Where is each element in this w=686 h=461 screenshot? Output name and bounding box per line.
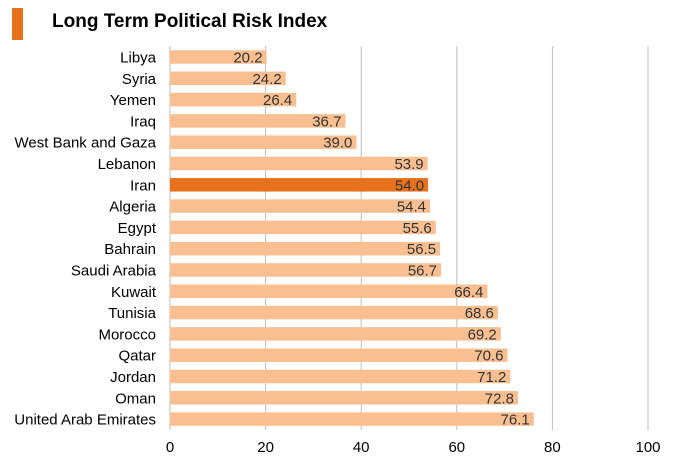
category-label: United Arab Emirates	[14, 412, 156, 429]
x-tick-label: 80	[544, 439, 561, 456]
bar	[170, 241, 441, 256]
value-label: 72.8	[485, 390, 514, 407]
value-label: 55.6	[403, 220, 432, 237]
category-label: Jordan	[110, 369, 156, 386]
x-tick-label: 20	[257, 439, 274, 456]
bar	[170, 369, 511, 384]
value-label: 70.6	[474, 348, 503, 365]
bars: 20.2 24.2 26.4 36.7 39.0 53.9 54.0 54.4 55.6 56.5…	[170, 50, 534, 429]
bar	[170, 348, 508, 362]
category-label: West Bank and Gaza	[15, 135, 157, 152]
x-tick-label: 40	[353, 439, 370, 456]
value-label: 24.2	[252, 71, 281, 88]
x-tick-label: 60	[448, 439, 465, 456]
bar	[170, 156, 428, 171]
value-label: 54.0	[395, 177, 424, 194]
category-label: Yemen	[110, 92, 156, 109]
value-label: 36.7	[312, 113, 341, 130]
value-label: 76.1	[501, 412, 530, 429]
gridlines	[169, 46, 649, 430]
chart-title: Long Term Political Risk Index	[52, 11, 328, 32]
category-label: Oman	[115, 390, 156, 407]
bar	[170, 178, 429, 192]
bar	[170, 114, 346, 128]
value-label: 66.4	[454, 284, 483, 301]
value-label: 56.7	[408, 263, 437, 280]
value-label: 71.2	[477, 369, 506, 386]
bar	[170, 50, 267, 64]
bar	[170, 71, 286, 86]
value-label: 54.4	[397, 199, 426, 216]
value-label: 56.5	[407, 241, 436, 258]
bar	[170, 412, 534, 426]
category-label: Libya	[120, 50, 157, 67]
value-label: 69.2	[468, 326, 497, 343]
bar	[170, 92, 297, 107]
value-label: 39.0	[323, 135, 352, 152]
category-label: Egypt	[118, 220, 157, 237]
value-label: 26.4	[263, 92, 292, 109]
bar	[170, 305, 498, 320]
category-label: Syria	[122, 71, 157, 88]
category-label: Morocco	[98, 326, 156, 343]
category-label: Kuwait	[111, 284, 157, 301]
x-tick-labels: 0 20 40 60 80 100	[166, 439, 661, 456]
value-label: 20.2	[233, 50, 262, 67]
bar	[170, 284, 488, 299]
x-tick-label: 100	[635, 439, 660, 456]
bar	[170, 263, 442, 277]
category-labels: Libya Syria Yemen Iraq West Bank and Gaza Leb…	[14, 50, 157, 429]
category-label: Lebanon	[98, 156, 156, 173]
x-tick-label: 0	[166, 439, 174, 456]
category-label: Iraq	[130, 113, 156, 130]
bar	[170, 199, 431, 213]
bar	[170, 327, 501, 341]
category-label: Tunisia	[108, 305, 156, 322]
value-label: 68.6	[465, 305, 494, 322]
category-label: Bahrain	[104, 241, 156, 258]
bar	[170, 135, 357, 149]
value-label: 53.9	[394, 156, 423, 173]
category-label: Algeria	[109, 199, 156, 216]
category-label: Iran	[130, 177, 156, 194]
bar	[170, 391, 518, 405]
bar	[170, 220, 436, 235]
category-label: Qatar	[118, 348, 156, 365]
category-label: Saudi Arabia	[71, 263, 157, 280]
title-accent-bar	[12, 8, 23, 40]
